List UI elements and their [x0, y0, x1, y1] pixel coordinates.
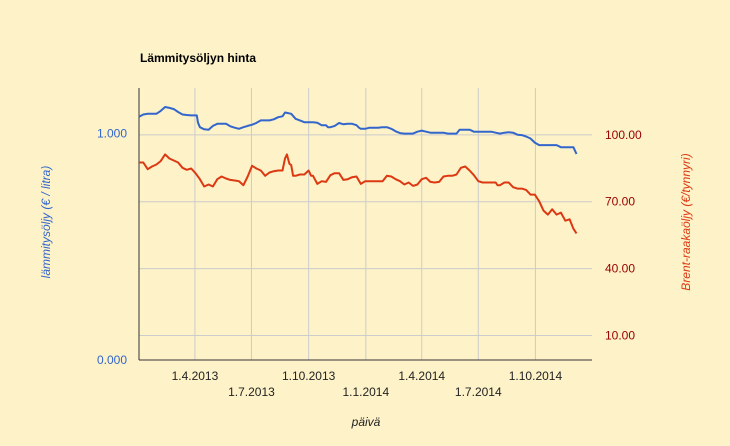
tick-labels: 0.000 1.000 10.00 40.00 70.00 100.00 1.4.2013 1…: [97, 126, 642, 399]
y-tick-label-left: 1.000: [97, 126, 127, 140]
x-tick-label: 1.10.2013: [282, 369, 336, 383]
x-tick-label: 1.7.2014: [455, 385, 502, 399]
gridlines: [139, 88, 592, 360]
axes: [138, 88, 592, 361]
y-tick-label-right: 100.00: [605, 128, 642, 142]
series-group: [138, 106, 578, 234]
y-tick-label-right: 10.00: [605, 328, 635, 342]
x-tick-label: 1.7.2013: [228, 385, 275, 399]
y-tick-label-right: 40.00: [605, 262, 635, 276]
x-tick-label: 1.4.2014: [398, 369, 445, 383]
y-axis-label-right: Brent-raakaöljy (€/tynnyri): [679, 153, 693, 290]
x-tick-label: 1.1.2014: [342, 385, 389, 399]
y-tick-label-right: 70.00: [605, 195, 635, 209]
series-line-brent: [139, 153, 578, 234]
chart-title: Lämmitysöljyn hinta: [140, 51, 256, 65]
series-line-heating-oil: [138, 106, 578, 155]
x-axis-label: päivä: [351, 415, 381, 429]
x-tick-label: 1.4.2013: [172, 369, 219, 383]
y-tick-label-left: 0.000: [97, 353, 127, 367]
x-tick-label: 1.10.2014: [509, 369, 563, 383]
y-axis-label-left: lämmitysöljy (€ / litra): [39, 166, 53, 279]
